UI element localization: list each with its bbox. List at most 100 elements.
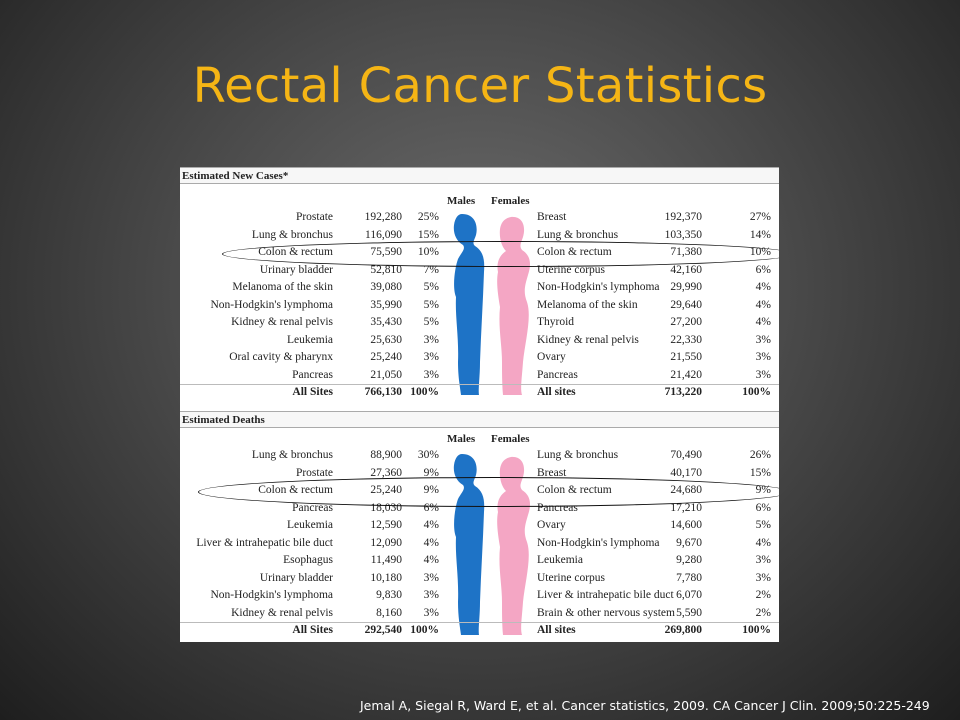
table-row: Non-Hodgkin's lymphoma 9,830 3% Liver & int… [180, 587, 779, 605]
female-percent-cell: 27% [749, 211, 771, 223]
female-site-cell: Ovary [537, 519, 566, 531]
table-row: Non-Hodgkin's lymphoma 35,990 5% Melanoma o… [180, 297, 779, 315]
male-count-cell: 27,360 [370, 466, 402, 479]
female-percent-cell: 4% [755, 281, 771, 293]
female-count-cell: 713,220 [664, 386, 702, 398]
table-row: Melanoma of the skin 39,080 5% Non-Hodgkin'… [180, 279, 779, 297]
male-site-cell: Lung & bronchus [251, 228, 333, 241]
female-site-cell: Brain & other nervous system [537, 606, 675, 619]
table-row: Prostate 27,360 9% Breast 40,170 15% [180, 465, 779, 483]
male-site-cell: Leukemia [287, 333, 333, 346]
female-count-cell: 21,420 [670, 368, 702, 381]
male-count-cell: 11,490 [370, 554, 402, 566]
male-percent-cell: 3% [423, 368, 439, 381]
table-row: Pancreas 21,050 3% Pancreas 21,420 3% [180, 367, 779, 385]
female-count-cell: 29,990 [670, 281, 702, 293]
female-percent-cell: 5% [755, 519, 771, 531]
female-site-cell: Lung & bronchus [537, 449, 619, 461]
male-site-cell: Pancreas [292, 368, 333, 381]
female-percent-cell: 3% [755, 554, 771, 566]
deaths-males-label: Males [447, 433, 476, 445]
male-site-cell: Leukemia [287, 519, 333, 531]
male-site-cell: Pancreas [292, 501, 333, 514]
male-count-cell: 21,050 [370, 368, 402, 381]
female-percent-cell: 100% [742, 386, 771, 398]
female-percent-cell: 3% [755, 333, 771, 346]
male-count-cell: 9,830 [376, 589, 402, 601]
table-row: Esophagus 11,490 4% Leukemia 9,280 3% [180, 552, 779, 570]
male-site-cell: Prostate [295, 211, 333, 223]
female-count-cell: 27,200 [670, 316, 702, 328]
male-percent-cell: 3% [423, 333, 439, 346]
male-site-cell: Esophagus [283, 554, 333, 566]
male-percent-cell: 4% [423, 554, 439, 566]
male-percent-cell: 5% [423, 281, 439, 293]
table-row: Prostate 192,280 25% Breast 192,370 27% [180, 209, 779, 227]
male-site-cell: Melanoma of the skin [232, 281, 333, 293]
male-count-cell: 116,090 [365, 228, 402, 241]
female-percent-cell: 6% [755, 263, 771, 276]
table-row: Lung & bronchus 88,900 30% Lung & bronchus 7… [180, 447, 779, 465]
male-site-cell: Kidney & renal pelvis [231, 316, 333, 328]
male-percent-cell: 100% [410, 386, 439, 398]
new-cases-header: Estimated New Cases* [180, 167, 779, 184]
male-percent-cell: 4% [423, 536, 439, 549]
table-row: Liver & intrahepatic bile duct 12,090 4% No… [180, 535, 779, 553]
male-count-cell: 35,990 [370, 298, 402, 311]
male-percent-cell: 15% [417, 228, 439, 241]
total-rule [180, 622, 779, 623]
male-site-cell: Urinary bladder [259, 263, 333, 276]
male-count-cell: 8,160 [376, 606, 402, 619]
male-percent-cell: 5% [423, 316, 439, 328]
male-percent-cell: 5% [423, 298, 439, 311]
male-count-cell: 12,090 [370, 536, 402, 549]
female-site-cell: Lung & bronchus [537, 228, 619, 241]
male-percent-cell: 100% [410, 624, 439, 636]
female-percent-cell: 4% [755, 316, 771, 328]
female-site-cell: Ovary [537, 351, 566, 363]
female-percent-cell: 4% [755, 536, 771, 549]
female-percent-cell: 2% [755, 589, 771, 601]
female-site-cell: All sites [537, 386, 576, 398]
male-percent-cell: 3% [423, 606, 439, 619]
female-count-cell: 192,370 [664, 211, 702, 223]
cancer-statistics-table: Estimated New Cases* Males Females Prost… [180, 167, 779, 642]
male-count-cell: 12,590 [370, 519, 402, 531]
female-count-cell: 6,070 [676, 589, 702, 601]
female-site-cell: Pancreas [537, 368, 578, 381]
table-row: Leukemia 12,590 4% Ovary 14,600 5% [180, 517, 779, 535]
new-cases-males-label: Males [447, 195, 476, 207]
female-percent-cell: 3% [755, 571, 771, 584]
male-percent-cell: 30% [417, 449, 439, 461]
colon-rectum-highlight-new-cases [222, 241, 779, 267]
total-row: All Sites 766,130 100% All sites 713,220 100% [180, 384, 779, 402]
male-site-cell: All Sites [292, 386, 333, 398]
female-percent-cell: 15% [749, 466, 771, 479]
female-percent-cell: 2% [755, 606, 771, 619]
female-site-cell: Melanoma of the skin [537, 298, 638, 311]
female-site-cell: Kidney & renal pelvis [537, 333, 639, 346]
female-count-cell: 14,600 [670, 519, 702, 531]
male-count-cell: 25,630 [370, 333, 402, 346]
male-site-cell: Non-Hodgkin's lymphoma [210, 298, 334, 311]
female-site-cell: All sites [537, 624, 576, 636]
female-percent-cell: 3% [755, 351, 771, 363]
female-percent-cell: 26% [749, 449, 771, 461]
female-site-cell: Breast [537, 466, 567, 479]
male-site-cell: Kidney & renal pelvis [231, 606, 333, 619]
male-site-cell: Liver & intrahepatic bile duct [196, 536, 333, 549]
male-count-cell: 766,130 [364, 386, 402, 398]
colon-rectum-highlight-deaths [198, 477, 779, 507]
female-percent-cell: 100% [742, 624, 771, 636]
female-count-cell: 21,550 [670, 351, 702, 363]
male-percent-cell: 9% [423, 466, 439, 479]
female-site-cell: Breast [537, 211, 567, 223]
slide-title: Rectal Cancer Statistics [192, 58, 768, 114]
female-count-cell: 29,640 [670, 298, 702, 311]
female-count-cell: 40,170 [670, 466, 702, 479]
male-count-cell: 10,180 [370, 571, 402, 584]
female-count-cell: 70,490 [670, 449, 702, 461]
female-count-cell: 17,210 [670, 501, 702, 514]
table-row: Kidney & renal pelvis 8,160 3% Brain & othe… [180, 605, 779, 623]
male-count-cell: 88,900 [370, 449, 402, 461]
